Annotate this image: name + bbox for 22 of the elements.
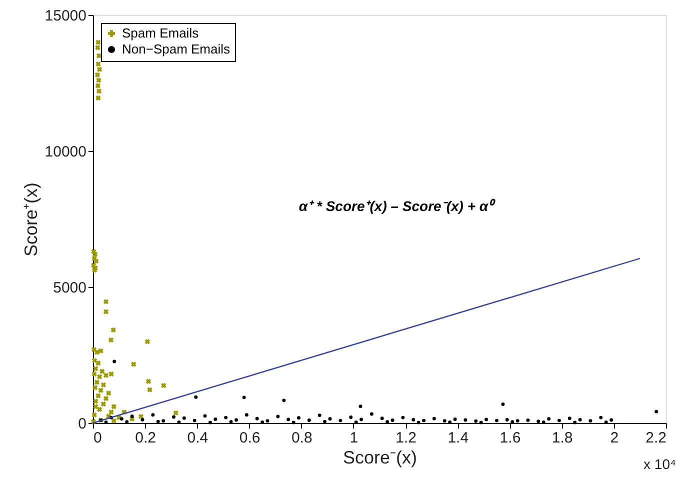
x-tick-label: 1.2 bbox=[396, 430, 416, 446]
x-tick-label: 1.4 bbox=[448, 430, 469, 446]
legend-label: Spam Emails bbox=[122, 26, 200, 40]
x-tick-label: 2 bbox=[610, 430, 619, 446]
x-axis-title: Score⁻(x) bbox=[342, 448, 418, 468]
y-axis-title: Score⁺(x) bbox=[20, 182, 41, 257]
x-tick-label: 0.2 bbox=[135, 430, 156, 446]
x-tick-label: 0.6 bbox=[239, 430, 260, 446]
text: x 10⁴ bbox=[644, 456, 676, 472]
y-tick-label: 5000 bbox=[53, 280, 86, 296]
y-tick-label: 15000 bbox=[44, 8, 86, 24]
x-tick-label: 1.8 bbox=[552, 430, 573, 446]
x-tick-label: 0.4 bbox=[187, 430, 208, 446]
x-tick-label: 2.2 bbox=[646, 430, 666, 446]
x-tick-label: 1.6 bbox=[500, 430, 521, 446]
x-tick-label: 0.8 bbox=[291, 430, 312, 446]
annotation: α⁺ * Score⁺(x) – Score⁻(x) + α⁰ bbox=[298, 198, 496, 214]
y-tick-label: 10000 bbox=[44, 144, 86, 160]
x-tick-label: 0 bbox=[94, 430, 102, 446]
y-tick-label: 0 bbox=[78, 416, 86, 432]
x-tick-label: 1 bbox=[350, 430, 358, 446]
legend-label: Non−Spam Emails bbox=[122, 42, 231, 56]
